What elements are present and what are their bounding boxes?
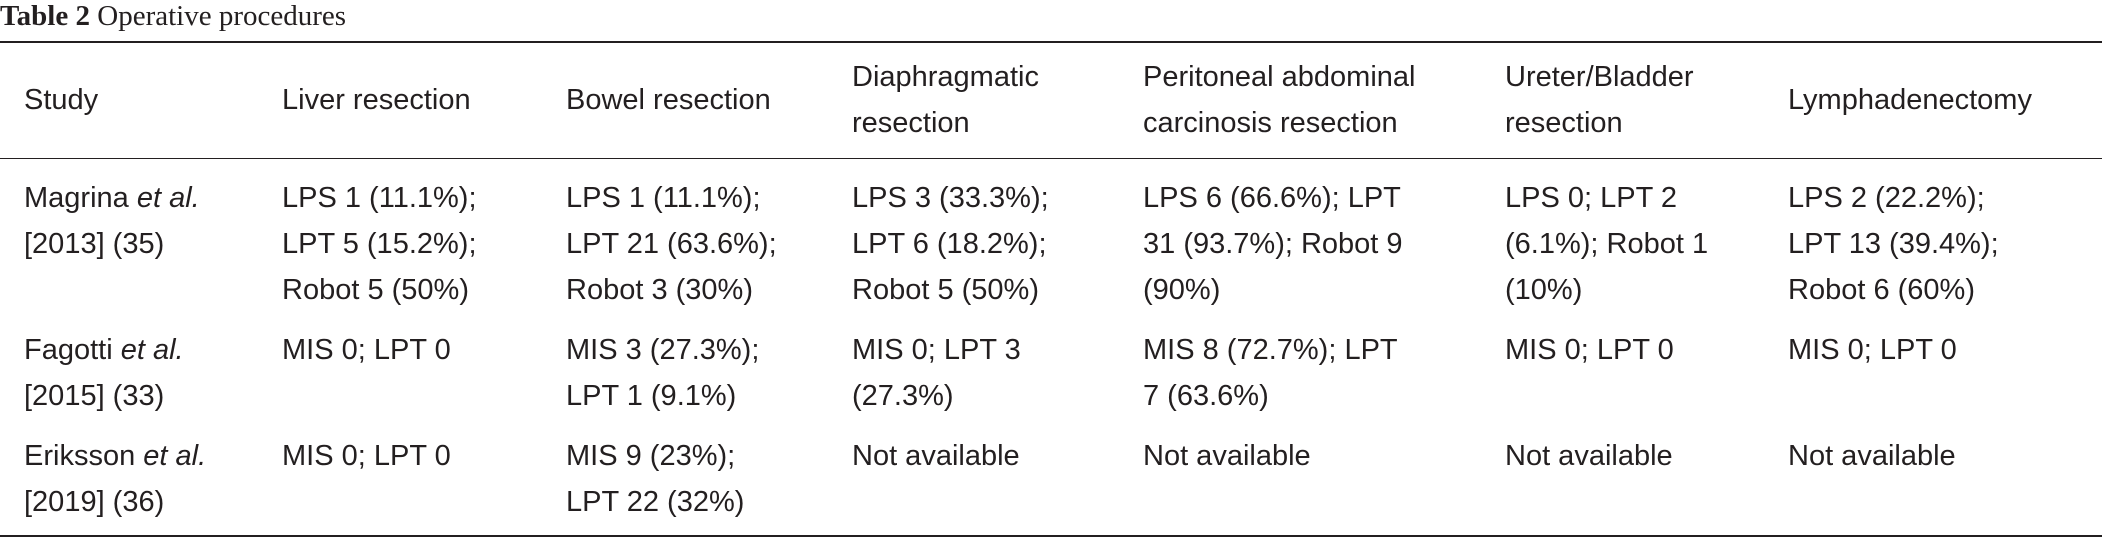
header-cell-study: Study xyxy=(0,42,258,159)
table-row: Magrina et al. [2013] (35) LPS 1 (11.1%)… xyxy=(0,159,2102,328)
header-line: carcinosis resection xyxy=(1143,107,1398,139)
header-cell-diaphragmatic-resection: Diaphragmatic resection xyxy=(828,42,1119,159)
table-cell: LPS 3 (33.3%); LPT 6 (18.2%); Robot 5 (5… xyxy=(828,159,1119,328)
header-cell-bowel-resection: Bowel resection xyxy=(542,42,828,159)
header-line: resection xyxy=(852,107,970,139)
table-cell: MIS 3 (27.3%); LPT 1 (9.1%) xyxy=(542,327,828,433)
study-cell: Magrina et al. [2013] (35) xyxy=(0,159,258,328)
table-cell: Not available xyxy=(1119,433,1481,536)
cell-line: Robot 5 (50%) xyxy=(282,274,469,306)
table-row: Fagotti et al. [2015] (33) MIS 0; LPT 0 … xyxy=(0,327,2102,433)
cell-line: MIS 9 (23%); xyxy=(566,440,736,472)
cell-line: LPT 13 (39.4%); xyxy=(1788,228,1999,260)
cell-line: Robot 5 (50%) xyxy=(852,274,1039,306)
cell-line: LPS 0; LPT 2 xyxy=(1505,182,1677,214)
study-reference: [2013] (35) xyxy=(24,228,165,260)
table-cell: MIS 0; LPT 0 xyxy=(258,433,542,536)
cell-line: MIS 0; LPT 0 xyxy=(282,440,451,472)
table-body: Magrina et al. [2013] (35) LPS 1 (11.1%)… xyxy=(0,159,2102,537)
table-cell: MIS 0; LPT 3 (27.3%) xyxy=(828,327,1119,433)
header-cell-peritoneal-resection: Peritoneal abdominal carcinosis resectio… xyxy=(1119,42,1481,159)
study-citation: Eriksson et al. xyxy=(24,433,246,479)
table-cell: MIS 0; LPT 0 xyxy=(1481,327,1764,433)
cell-line: Not available xyxy=(1143,440,1311,472)
table-cell: LPS 6 (66.6%); LPT 31 (93.7%); Robot 9 (… xyxy=(1119,159,1481,328)
header-line: Diaphragmatic xyxy=(852,61,1039,93)
table-caption: Table 2 Operative procedures xyxy=(0,0,346,36)
cell-line: Not available xyxy=(1505,440,1673,472)
table-cell: LPS 1 (11.1%); LPT 21 (63.6%); Robot 3 (… xyxy=(542,159,828,328)
cell-line: Robot 3 (30%) xyxy=(566,274,753,306)
table-caption-label: Table 2 xyxy=(0,0,90,32)
table-cell: LPS 1 (11.1%); LPT 5 (15.2%); Robot 5 (5… xyxy=(258,159,542,328)
cell-line: LPT 6 (18.2%); xyxy=(852,228,1047,260)
cell-line: (27.3%) xyxy=(852,380,954,412)
header-line: Ureter/Bladder xyxy=(1505,61,1694,93)
cell-line: LPS 1 (11.1%); xyxy=(282,182,477,214)
cell-line: Not available xyxy=(852,440,1020,472)
table-cell: LPS 0; LPT 2 (6.1%); Robot 1 (10%) xyxy=(1481,159,1764,328)
table-cell: MIS 8 (72.7%); LPT 7 (63.6%) xyxy=(1119,327,1481,433)
cell-line: MIS 0; LPT 3 xyxy=(852,334,1021,366)
header-cell-lymphadenectomy: Lymphadenectomy xyxy=(1764,42,2102,159)
cell-line: 31 (93.7%); Robot 9 xyxy=(1143,228,1403,260)
table-cell: MIS 9 (23%); LPT 22 (32%) xyxy=(542,433,828,536)
table-cell: MIS 0; LPT 0 xyxy=(258,327,542,433)
cell-line: MIS 0; LPT 0 xyxy=(1505,334,1674,366)
cell-line: LPS 6 (66.6%); LPT xyxy=(1143,182,1401,214)
operative-procedures-table: Study Liver resection Bowel resection Di… xyxy=(0,41,2102,537)
table-header: Study Liver resection Bowel resection Di… xyxy=(0,42,2102,159)
cell-line: 7 (63.6%) xyxy=(1143,380,1269,412)
cell-line: LPT 5 (15.2%); xyxy=(282,228,477,260)
table-caption-title: Operative procedures xyxy=(97,0,347,32)
cell-line: LPT 22 (32%) xyxy=(566,486,745,518)
header-line: Peritoneal abdominal xyxy=(1143,61,1416,93)
study-et-al: et al. xyxy=(143,440,207,472)
study-reference: [2015] (33) xyxy=(24,380,165,412)
header-cell-ureter-bladder-resection: Ureter/Bladder resection xyxy=(1481,42,1764,159)
header-line: Liver resection xyxy=(282,84,471,116)
study-reference: [2019] (36) xyxy=(24,486,165,518)
cell-line: LPS 1 (11.1%); xyxy=(566,182,761,214)
header-line: resection xyxy=(1505,107,1623,139)
table-cell: Not available xyxy=(1764,433,2102,536)
table-cell: Not available xyxy=(1481,433,1764,536)
cell-line: (90%) xyxy=(1143,274,1221,306)
header-line: Study xyxy=(24,84,99,116)
study-citation: Fagotti et al. xyxy=(24,327,246,373)
cell-line: Not available xyxy=(1788,440,1956,472)
study-et-al: et al. xyxy=(120,334,184,366)
study-cell: Eriksson et al. [2019] (36) xyxy=(0,433,258,536)
table-cell: Not available xyxy=(828,433,1119,536)
table-cell: LPS 2 (22.2%); LPT 13 (39.4%); Robot 6 (… xyxy=(1764,159,2102,328)
study-author: Fagotti xyxy=(24,334,121,366)
study-author: Eriksson xyxy=(24,440,144,472)
study-author: Magrina xyxy=(24,182,137,214)
header-line: Bowel resection xyxy=(566,84,771,116)
cell-line: LPT 1 (9.1%) xyxy=(566,380,737,412)
cell-line: MIS 0; LPT 0 xyxy=(282,334,451,366)
cell-line: MIS 3 (27.3%); xyxy=(566,334,760,366)
header-line: Lymphadenectomy xyxy=(1788,84,2032,116)
study-et-al: et al. xyxy=(136,182,200,214)
cell-line: Robot 6 (60%) xyxy=(1788,274,1975,306)
cell-line: LPS 2 (22.2%); xyxy=(1788,182,1985,214)
cell-line: LPT 21 (63.6%); xyxy=(566,228,777,260)
table-row: Eriksson et al. [2019] (36) MIS 0; LPT 0… xyxy=(0,433,2102,536)
cell-line: (10%) xyxy=(1505,274,1583,306)
cell-line: MIS 8 (72.7%); LPT xyxy=(1143,334,1398,366)
cell-line: LPS 3 (33.3%); xyxy=(852,182,1049,214)
study-citation: Magrina et al. xyxy=(24,175,246,221)
table-cell: MIS 0; LPT 0 xyxy=(1764,327,2102,433)
cell-line: MIS 0; LPT 0 xyxy=(1788,334,1957,366)
cell-line: (6.1%); Robot 1 xyxy=(1505,228,1709,260)
header-row: Study Liver resection Bowel resection Di… xyxy=(0,42,2102,159)
study-cell: Fagotti et al. [2015] (33) xyxy=(0,327,258,433)
header-cell-liver-resection: Liver resection xyxy=(258,42,542,159)
